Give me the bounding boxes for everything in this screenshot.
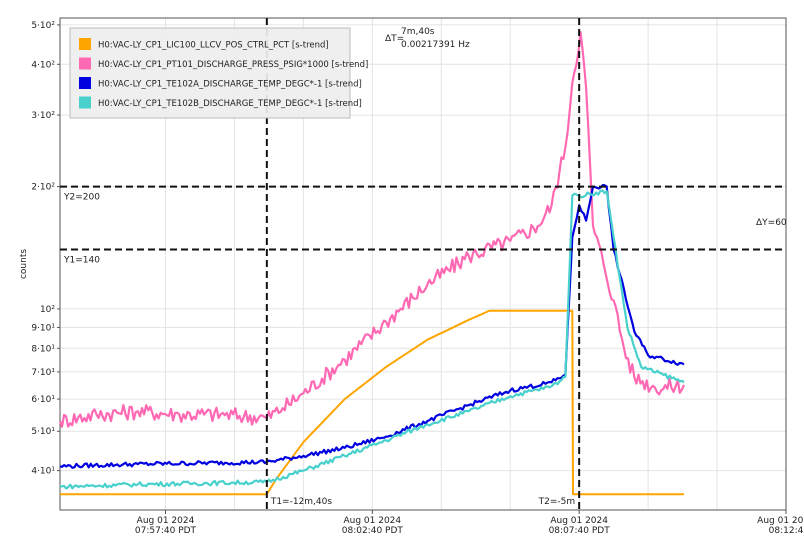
legend[interactable]: H0:VAC-LY_CP1_LIC100_LLCV_POS_CTRL_PCT [… [69,27,368,119]
legend-label[interactable]: H0:VAC-LY_CP1_TE102B_DISCHARGE_TEMP_DEGC… [98,99,362,109]
x-tick-label: 08:12:4 [769,526,804,536]
cursor-y2-label: Y2=200 [63,193,100,203]
delta-t-readout: ΔT= 7m,40s 0.00217391 Hz [385,27,470,50]
delta-y-readout: ΔY=60 [756,218,787,228]
cursor-t1-label: T1=-12m,40s [270,497,333,507]
legend-label[interactable]: H0:VAC-LY_CP1_PT101_DISCHARGE_PRESS_PSIG… [98,60,368,70]
series-line-2 [58,30,686,428]
x-tick-label: 07:57:40 PDT [135,526,197,536]
legend-label[interactable]: H0:VAC-LY_CP1_LIC100_LLCV_POS_CTRL_PCT [… [98,41,329,51]
x-tick-label: Aug 01 2024 [550,516,608,526]
y-tick-label: 10² [40,305,55,315]
legend-swatch [79,77,91,89]
y-tick-label: 5·10² [31,21,55,31]
y-tick-label: 4·10¹ [31,467,55,477]
delta-t-prefix: ΔT= [385,34,404,44]
plot-area-frame [59,17,787,511]
legend-swatch [79,38,91,50]
x-tick-label: 08:02:40 PDT [342,526,404,536]
series-line-4 [59,189,685,490]
y-tick-label: 7·10¹ [31,368,55,378]
x-tick-label: 08:07:40 PDT [549,526,611,536]
y-axis-title: counts [19,249,29,279]
legend-swatch [79,57,91,70]
y-tick-label: 4·10² [31,60,55,70]
y-tick-label: 6·10¹ [31,395,55,405]
y-tick-label: 9·10¹ [31,324,55,334]
delta-t-frequency: 0.00217391 Hz [401,40,470,50]
delta-t-duration: 7m,40s [401,27,435,37]
legend-label[interactable]: H0:VAC-LY_CP1_TE102A_DISCHARGE_TEMP_DEGC… [98,80,362,90]
cursor-y1-label: Y1=140 [63,256,100,266]
y-axis: 4·10¹ 5·10¹ 6·10¹ 7·10¹ 8·10¹ 9·10¹ 10² 2·10² 3·… [31,21,60,477]
x-tick-label: Aug 01 2024 [343,516,401,526]
x-tick-label: Aug 01 2024 [137,516,195,526]
y-tick-label: 8·10¹ [31,344,55,354]
y-tick-label: 2·10² [31,183,55,193]
cursor-t2-label: T2=-5m [538,497,576,507]
legend-swatch [79,96,91,109]
legend-box [69,27,351,119]
y-tick-label: 3·10² [31,111,55,121]
cursor-layer: T1=-12m,40s T2=-5m Y1=140 Y2=200 [60,18,786,510]
x-tick-label: Aug 01 2024 [757,516,804,526]
y-tick-label: 5·10¹ [31,427,55,437]
series-line-1 [60,309,684,496]
